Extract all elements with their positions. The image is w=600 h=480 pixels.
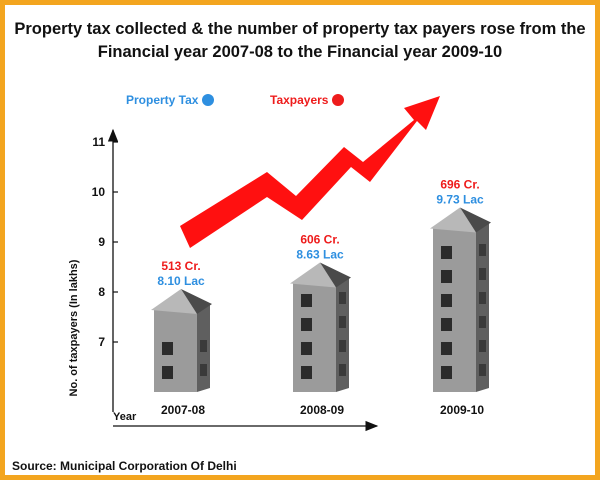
building-window xyxy=(162,342,173,355)
property-tax-data-label: 606 Cr. xyxy=(300,233,339,247)
building-window xyxy=(301,318,312,331)
legend-taxpayers: Taxpayers xyxy=(270,93,345,107)
title-line-2: Financial year 2007-08 to the Financial … xyxy=(97,43,503,61)
building-window xyxy=(301,366,312,379)
building-window-side xyxy=(339,316,346,328)
building-front xyxy=(293,282,336,392)
legend-property-tax-label: Property Tax xyxy=(126,93,199,107)
building-window-side xyxy=(479,316,486,328)
y-tick-label: 10 xyxy=(92,185,106,199)
x-tick-label: 2008-09 xyxy=(300,403,344,417)
building-window-side xyxy=(479,340,486,352)
building-window-side xyxy=(479,364,486,376)
building-window xyxy=(441,366,452,379)
legend-property-tax: Property Tax xyxy=(126,93,215,107)
building-roof-front xyxy=(151,289,197,314)
property-tax-data-label: 513 Cr. xyxy=(161,259,200,273)
data-labels-layer: 513 Cr.8.10 Lac 606 Cr.8.63 Lac 696 Cr.9.7… xyxy=(157,178,484,289)
building-side xyxy=(336,278,349,392)
building-front xyxy=(433,227,476,392)
building-roof-front xyxy=(430,207,476,233)
building-window xyxy=(441,246,452,259)
building-front xyxy=(154,309,197,392)
title-line-1: Property tax collected & the number of p… xyxy=(14,20,586,38)
building-window-side xyxy=(339,340,346,352)
property-tax-data-label: 696 Cr. xyxy=(440,178,479,192)
buildings-layer xyxy=(151,207,491,392)
building-roof-side xyxy=(320,262,351,288)
zigzag-up-arrow-icon xyxy=(180,96,440,248)
x-tick-label: 2009-10 xyxy=(440,403,484,417)
chart-title: Property tax collected & the number of p… xyxy=(10,18,590,64)
building-window xyxy=(441,342,452,355)
building-icon xyxy=(151,289,212,392)
building-window-side xyxy=(200,364,207,376)
legend-red-dot-icon xyxy=(332,94,345,106)
taxpayers-data-label: 9.73 Lac xyxy=(436,193,484,207)
x-axis-label: Year xyxy=(113,411,137,423)
taxpayers-data-label: 8.10 Lac xyxy=(157,274,205,288)
building-icon xyxy=(430,207,491,392)
source-note: Source: Municipal Corporation Of Delhi xyxy=(12,459,237,473)
building-window-side xyxy=(200,340,207,352)
building-window-side xyxy=(479,292,486,304)
legend-blue-dot-icon xyxy=(202,94,215,106)
y-tick-label: 8 xyxy=(98,285,105,299)
x-tick-label: 2007-08 xyxy=(161,403,205,417)
building-window-side xyxy=(479,244,486,256)
building-roof-front xyxy=(290,262,336,288)
building-icon xyxy=(290,262,351,392)
trend-arrow-layer xyxy=(180,96,440,248)
y-axis-label: No. of taxpayers (In lakhs) xyxy=(68,259,80,396)
building-window xyxy=(162,366,173,379)
y-tick-label: 7 xyxy=(98,335,105,349)
building-roof-side xyxy=(460,207,491,233)
legend-taxpayers-label: Taxpayers xyxy=(270,93,329,107)
building-window xyxy=(441,318,452,331)
building-roof-side xyxy=(181,289,212,314)
y-tick-label: 9 xyxy=(98,235,105,249)
building-window xyxy=(441,294,452,307)
building-window-side xyxy=(339,292,346,304)
building-window xyxy=(301,342,312,355)
building-window-side xyxy=(479,268,486,280)
y-tick-label: 11 xyxy=(92,135,105,149)
building-window xyxy=(301,294,312,307)
taxpayers-data-label: 8.63 Lac xyxy=(296,248,344,262)
building-window-side xyxy=(339,364,346,376)
building-window xyxy=(441,270,452,283)
axes: 7 8 9 10 11 No. of taxpayers (In lakhs) Year 20… xyxy=(68,128,484,432)
